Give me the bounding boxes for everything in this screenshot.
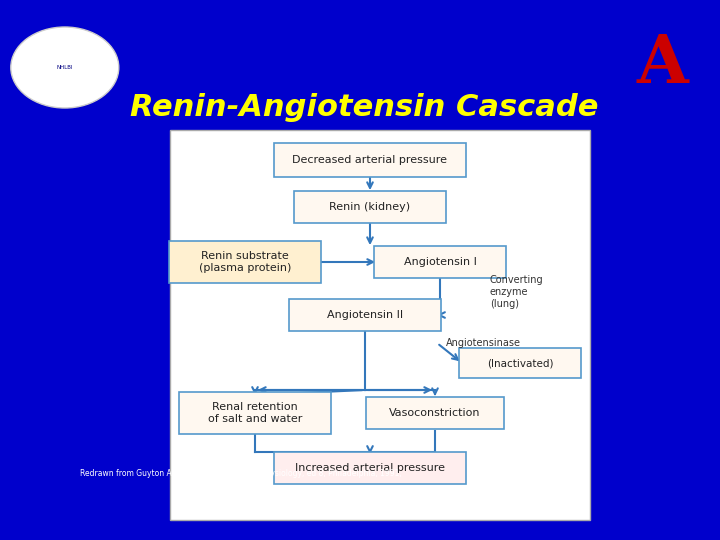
Text: Decreased arterial pressure: Decreased arterial pressure	[292, 155, 448, 165]
Text: Redrawn from Guyton AC: Textbook of medical physiology, ed 8, Philadelphia, 1991: Redrawn from Guyton AC: Textbook of medi…	[80, 469, 402, 477]
FancyBboxPatch shape	[170, 130, 590, 520]
Text: NHLBI: NHLBI	[57, 65, 73, 70]
FancyBboxPatch shape	[274, 143, 466, 177]
Text: Angiotensinase: Angiotensinase	[446, 338, 521, 348]
FancyBboxPatch shape	[459, 348, 581, 378]
Text: Increased arterial pressure: Increased arterial pressure	[295, 463, 445, 473]
FancyBboxPatch shape	[374, 246, 506, 278]
Text: (Inactivated): (Inactivated)	[487, 358, 553, 368]
FancyBboxPatch shape	[289, 299, 441, 331]
Text: Converting
enzyme
(lung): Converting enzyme (lung)	[490, 275, 544, 308]
Circle shape	[11, 27, 119, 108]
Text: Renin-Angiotensin Cascade: Renin-Angiotensin Cascade	[130, 93, 598, 123]
Text: A: A	[636, 32, 688, 97]
FancyBboxPatch shape	[366, 397, 503, 429]
FancyBboxPatch shape	[179, 392, 331, 434]
Text: Angiotensin II: Angiotensin II	[327, 310, 403, 320]
Text: Vasoconstriction: Vasoconstriction	[390, 408, 481, 418]
Text: Renin substrate
(plasma protein): Renin substrate (plasma protein)	[199, 251, 291, 273]
Text: Renal retention
of salt and water: Renal retention of salt and water	[208, 402, 302, 424]
Text: Angiotensin I: Angiotensin I	[404, 257, 477, 267]
FancyBboxPatch shape	[294, 191, 446, 223]
FancyBboxPatch shape	[169, 241, 321, 283]
Text: Renin (kidney): Renin (kidney)	[330, 202, 410, 212]
FancyBboxPatch shape	[274, 452, 466, 484]
